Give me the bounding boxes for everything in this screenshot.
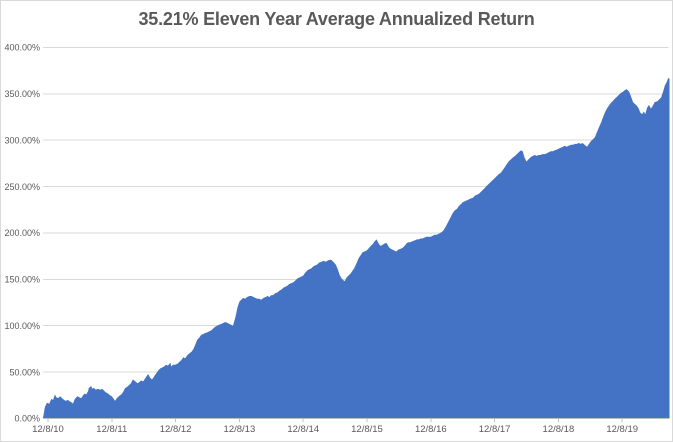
y-axis-label: 300.00%	[4, 135, 40, 145]
y-axis-label: 350.00%	[4, 89, 40, 99]
y-axis-label: 200.00%	[4, 228, 40, 238]
y-axis-label: 50.00%	[9, 367, 40, 377]
x-axis-label: 12/8/19	[606, 424, 638, 435]
x-axis-label: 12/8/11	[96, 424, 127, 435]
x-axis-label: 12/8/15	[351, 424, 383, 435]
chart-title: 35.21% Eleven Year Average Annualized Re…	[138, 9, 535, 29]
x-axis-label: 12/8/12	[160, 424, 192, 435]
x-axis-label: 12/8/14	[287, 424, 319, 435]
x-axis-label: 12/8/17	[479, 424, 511, 435]
x-axis-label: 12/8/18	[543, 424, 575, 435]
area-series	[42, 78, 670, 419]
y-axis-label: 100.00%	[4, 321, 40, 331]
y-axis-label: 400.00%	[4, 43, 40, 53]
y-axis-label: 250.00%	[4, 182, 40, 192]
x-axis-label: 12/8/13	[224, 424, 256, 435]
y-axis-label: 0.00%	[14, 414, 40, 424]
x-axis-label: 12/8/10	[32, 424, 64, 435]
y-axis-label: 150.00%	[4, 275, 40, 285]
x-axis-label: 12/8/16	[415, 424, 447, 435]
